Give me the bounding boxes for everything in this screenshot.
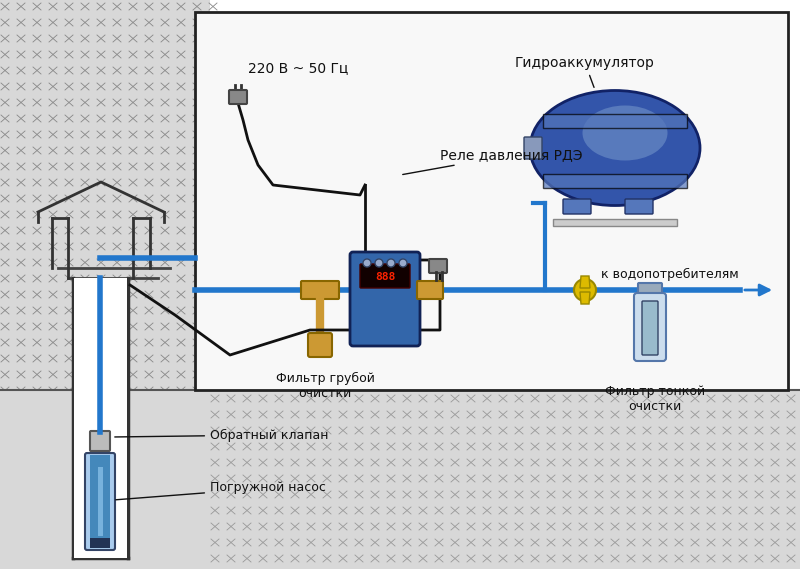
Text: Гидроаккумулятор: Гидроаккумулятор	[515, 56, 655, 88]
Polygon shape	[580, 276, 590, 288]
FancyBboxPatch shape	[543, 114, 687, 128]
Circle shape	[574, 279, 596, 301]
Text: 888: 888	[375, 272, 395, 282]
Polygon shape	[580, 292, 590, 304]
Text: Обратный клапан: Обратный клапан	[114, 428, 329, 442]
Ellipse shape	[582, 105, 667, 160]
Ellipse shape	[530, 90, 700, 205]
Polygon shape	[98, 467, 103, 536]
Text: 220 В ~ 50 Гц: 220 В ~ 50 Гц	[248, 61, 348, 75]
FancyBboxPatch shape	[638, 283, 662, 297]
Text: Фильтр грубой
очистки: Фильтр грубой очистки	[275, 372, 374, 400]
FancyBboxPatch shape	[308, 333, 332, 357]
FancyBboxPatch shape	[524, 137, 542, 159]
FancyBboxPatch shape	[350, 252, 420, 346]
FancyBboxPatch shape	[563, 199, 591, 214]
FancyBboxPatch shape	[429, 259, 447, 273]
Text: Реле давления РДЭ: Реле давления РДЭ	[402, 148, 582, 175]
Polygon shape	[0, 390, 800, 569]
FancyBboxPatch shape	[360, 264, 410, 288]
Text: к водопотребителям: к водопотребителям	[601, 268, 739, 281]
FancyBboxPatch shape	[229, 90, 247, 104]
Text: Фильтр тонкой
очистки: Фильтр тонкой очистки	[605, 385, 705, 413]
Circle shape	[375, 259, 383, 267]
Circle shape	[363, 259, 371, 267]
Circle shape	[387, 259, 395, 267]
FancyBboxPatch shape	[634, 293, 666, 361]
Polygon shape	[74, 278, 127, 558]
Bar	[553, 219, 677, 226]
FancyBboxPatch shape	[301, 281, 339, 299]
FancyBboxPatch shape	[90, 431, 110, 451]
Polygon shape	[0, 0, 210, 569]
Circle shape	[399, 259, 407, 267]
FancyBboxPatch shape	[85, 453, 115, 550]
FancyBboxPatch shape	[543, 174, 687, 188]
Polygon shape	[90, 455, 110, 548]
FancyBboxPatch shape	[417, 281, 443, 299]
Polygon shape	[195, 12, 788, 390]
Text: Погружной насос: Погружной насос	[116, 481, 326, 500]
FancyBboxPatch shape	[642, 301, 658, 355]
FancyBboxPatch shape	[625, 199, 653, 214]
Polygon shape	[90, 538, 110, 548]
